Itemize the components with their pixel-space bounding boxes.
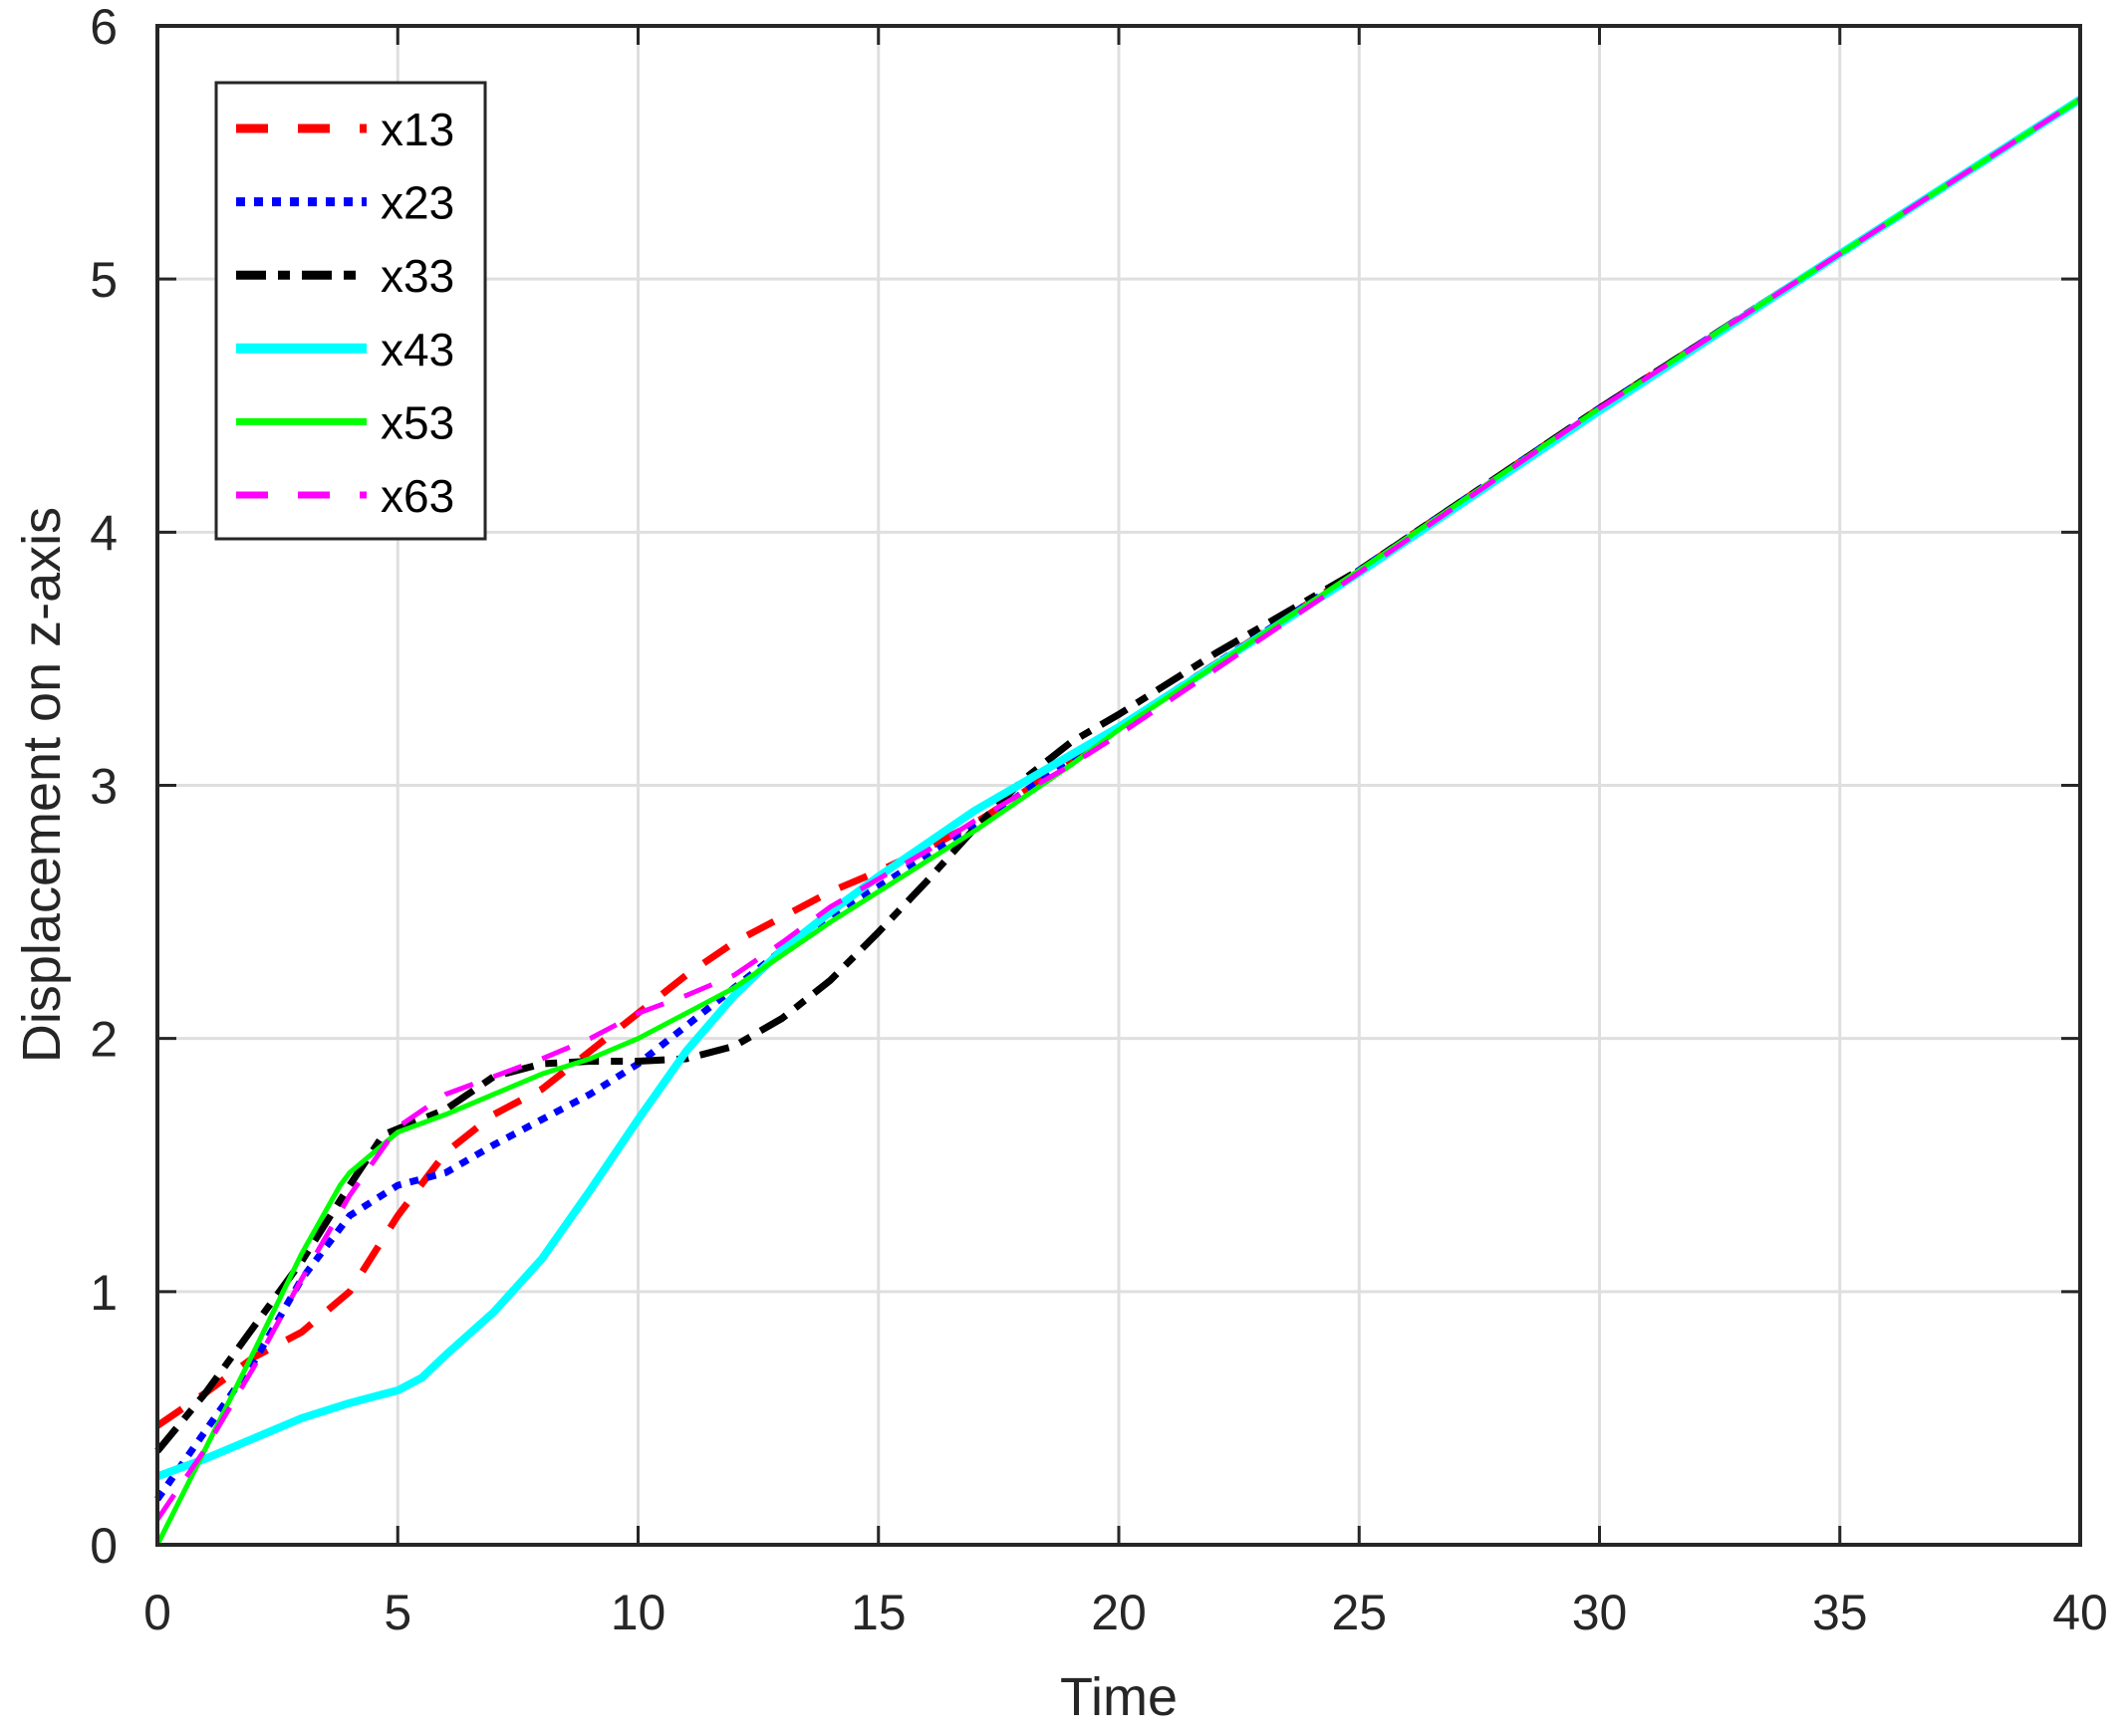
y-tick-label: 5 [90, 252, 118, 308]
x-tick-label: 40 [2052, 1585, 2108, 1640]
x-tick-label: 0 [143, 1585, 171, 1640]
y-tick-label: 6 [90, 0, 118, 55]
axis-ticks [155, 24, 2082, 1547]
x-tick-label: 5 [384, 1585, 411, 1640]
legend-label-x63: x63 [381, 470, 454, 522]
y-axis-label: Displacement on z-axis [12, 507, 72, 1063]
x-tick-label: 25 [1331, 1585, 1387, 1640]
x-tick-label: 15 [851, 1585, 907, 1640]
y-tick-labels: 0 1 2 3 4 5 6 [90, 0, 118, 1574]
data-series [154, 96, 2083, 1547]
series-x33-line [154, 96, 2082, 1454]
y-tick-label: 1 [90, 1265, 118, 1321]
series-x43-line [155, 96, 2083, 1481]
legend-label-x43: x43 [381, 324, 454, 375]
x-tick-label: 35 [1812, 1585, 1868, 1640]
y-tick-label: 0 [90, 1518, 118, 1574]
y-tick-label: 4 [90, 505, 118, 561]
series-x63-line [154, 97, 2082, 1522]
legend-label-x33: x33 [381, 250, 454, 302]
x-tick-label: 10 [611, 1585, 666, 1640]
series-x53-line [154, 97, 2082, 1547]
x-tick-label: 30 [1572, 1585, 1628, 1640]
legend-label-x23: x23 [381, 177, 454, 229]
legend: x13 x23 x33 x43 x53 x63 [214, 81, 487, 541]
x-tick-labels: 0 5 10 15 20 25 30 35 40 [143, 1585, 2108, 1640]
legend-label-x53: x53 [381, 396, 454, 448]
y-tick-label: 3 [90, 759, 118, 815]
x-tick-label: 20 [1091, 1585, 1147, 1640]
x-axis-label: Time [1060, 1667, 1178, 1727]
y-tick-label: 2 [90, 1012, 118, 1068]
legend-label-x13: x13 [381, 104, 454, 155]
legend-box [214, 81, 487, 541]
